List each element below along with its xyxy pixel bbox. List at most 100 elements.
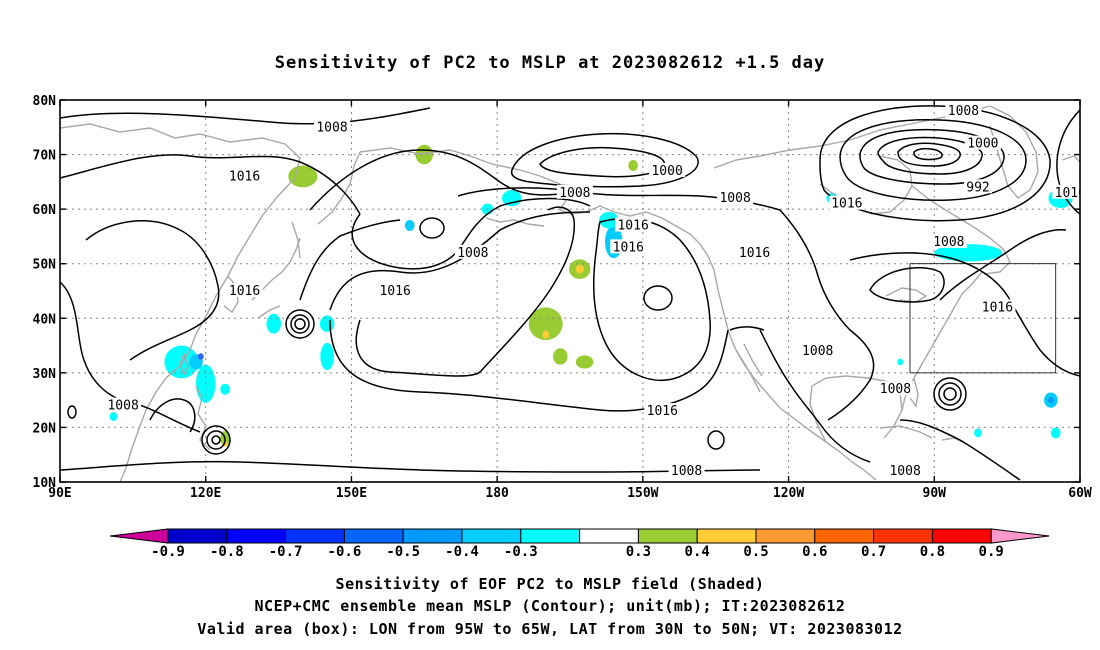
x-tick-label: 120E bbox=[190, 486, 221, 501]
shading-patch bbox=[553, 348, 568, 365]
y-tick-label: 30N bbox=[33, 367, 57, 382]
contour-nyc-low bbox=[869, 266, 945, 303]
shading-patch bbox=[109, 412, 118, 421]
contour-label: 1008 bbox=[107, 399, 138, 414]
contour-greenland-low-2 bbox=[839, 119, 1027, 202]
contour-label: 1016 bbox=[617, 219, 648, 234]
colorbar-label: -0.7 bbox=[269, 544, 303, 560]
contour-label-bg bbox=[615, 217, 652, 232]
contour-asia-1016 bbox=[60, 154, 361, 215]
contour-wpac-typhoon-2 bbox=[201, 425, 231, 455]
colorbar-bin bbox=[755, 528, 816, 544]
figure-title: Sensitivity of PC2 to MSLP at 2023082612… bbox=[275, 53, 826, 73]
contour-label: 992 bbox=[966, 180, 989, 195]
contour-high-east-1016 bbox=[593, 217, 711, 381]
contour-east-coast bbox=[849, 252, 1080, 377]
contour-greenland-low-outer bbox=[819, 105, 1051, 222]
shading-patch bbox=[319, 315, 335, 332]
colorbar-bin bbox=[696, 528, 757, 544]
contour-label-bg bbox=[877, 381, 914, 396]
coastline-sakhalin bbox=[291, 221, 301, 259]
shading-patch bbox=[974, 428, 982, 438]
y-tick-label: 50N bbox=[33, 258, 57, 273]
contour-atlantic-high bbox=[939, 228, 1067, 301]
contour-label-bg bbox=[314, 119, 350, 134]
coastline-greenland bbox=[989, 105, 1039, 199]
contour-small-loop-tropics bbox=[707, 430, 725, 450]
contour-label: 1016 bbox=[739, 246, 770, 261]
contour-small-low-pacific bbox=[643, 285, 673, 311]
x-tick-label: 90W bbox=[923, 486, 947, 501]
colorbar-bin bbox=[637, 528, 698, 544]
contour-label: 1008 bbox=[719, 191, 750, 206]
contour-greenland-low-5 bbox=[897, 142, 961, 167]
contour-greenland-low-core bbox=[913, 147, 943, 161]
shading-patch bbox=[266, 313, 282, 334]
valid-area-box bbox=[909, 263, 1057, 374]
x-tick-label: 150W bbox=[627, 486, 658, 501]
contour-label: 1008 bbox=[933, 235, 964, 250]
contour-label: 1008 bbox=[948, 104, 979, 119]
contour-label: 1000 bbox=[651, 164, 682, 179]
colorbar-bin bbox=[226, 528, 287, 544]
coastline-korea bbox=[223, 275, 239, 314]
y-tick-label: 40N bbox=[33, 312, 57, 327]
contour-wpac-typhoon-1 bbox=[285, 309, 315, 339]
coastline-alaska bbox=[585, 205, 715, 271]
contour-label: 1008 bbox=[802, 344, 833, 359]
contour-tropical-1008 bbox=[60, 460, 761, 473]
contour-label-bg bbox=[668, 463, 705, 478]
colorbar-label: -0.9 bbox=[151, 544, 185, 560]
shading-patch bbox=[1047, 396, 1054, 404]
colorbar-label: -0.4 bbox=[445, 544, 479, 560]
contour-inner-asia bbox=[85, 220, 220, 361]
colorbar-bin bbox=[167, 528, 228, 544]
colorbar-bin bbox=[579, 528, 639, 544]
colorbar-label: -0.3 bbox=[504, 544, 538, 560]
shading-patch bbox=[1050, 427, 1061, 439]
y-tick-label: 60N bbox=[33, 203, 57, 218]
footer-line-1: Sensitivity of EOF PC2 to MSLP field (Sh… bbox=[336, 575, 765, 593]
coastline-caribbean bbox=[941, 437, 963, 443]
contour-label-bg bbox=[828, 195, 865, 210]
x-tick-label: 180 bbox=[485, 486, 509, 501]
contour-label: 1008 bbox=[889, 464, 920, 479]
colorbar-label: 0.3 bbox=[626, 544, 651, 560]
colorbar-bin bbox=[931, 528, 992, 544]
coastline-asia bbox=[60, 123, 301, 482]
contour-gulf-1008 bbox=[759, 329, 871, 463]
map-frame bbox=[59, 99, 1081, 483]
shading-patch bbox=[542, 330, 550, 339]
contour-na-trough bbox=[779, 209, 875, 421]
colorbar-bin bbox=[402, 528, 463, 544]
contour-label-bg bbox=[964, 135, 1001, 150]
contour-label: 1016 bbox=[379, 284, 410, 299]
contour-label: 1016 bbox=[229, 284, 260, 299]
coastline-kamchatka bbox=[317, 151, 361, 225]
contour-label-bg bbox=[226, 168, 263, 183]
coastline-labrador bbox=[911, 185, 1011, 275]
axis-ticks: 90E 120E 150E 180 150W 120W 90W 60W 10N 20N 30N 40N… bbox=[33, 94, 1092, 501]
contour-small-low-west bbox=[419, 217, 445, 239]
contour-label-bg bbox=[887, 463, 924, 478]
x-tick-label: 150E bbox=[336, 486, 367, 501]
colorbar: -0.9 -0.8 -0.7 -0.6 -0.5 -0.4 -0.3 0.3 0.4 0.5 0.6… bbox=[109, 528, 1050, 560]
colorbar-bin bbox=[814, 528, 875, 544]
contour-label: 1008 bbox=[559, 186, 590, 201]
shading-patch bbox=[628, 160, 639, 171]
contour-north-pacific-low bbox=[60, 107, 431, 125]
contour-label-bg bbox=[105, 397, 142, 412]
colorbar-label: 0.5 bbox=[743, 544, 768, 560]
contour-label: 1016 bbox=[982, 300, 1013, 315]
coastline-aleutians bbox=[485, 217, 545, 227]
contour-label: 1008 bbox=[880, 382, 911, 397]
contour-label-bg bbox=[610, 239, 647, 254]
footer-line-3: Valid area (box): LON from 95W to 65W, L… bbox=[197, 620, 902, 638]
y-tick-label: 10N bbox=[33, 476, 57, 491]
graticule-grid bbox=[60, 100, 1080, 482]
coastline-cuba bbox=[879, 425, 933, 439]
colorbar-low-arrow bbox=[109, 528, 169, 544]
contour-label: 1016 bbox=[1055, 186, 1086, 201]
contour-aleutian-1008 bbox=[309, 149, 561, 211]
